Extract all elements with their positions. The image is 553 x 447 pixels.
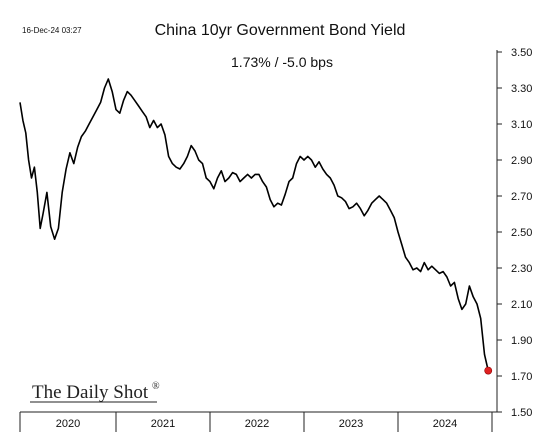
x-tick-label: 2021 bbox=[151, 418, 175, 430]
x-tick-label: 2024 bbox=[433, 418, 457, 430]
y-tick-label: 2.30 bbox=[511, 263, 532, 275]
watermark-text: The Daily Shot bbox=[32, 382, 149, 403]
timestamp: 16-Dec-24 03:27 bbox=[22, 26, 82, 35]
y-tick-label: 2.10 bbox=[511, 299, 532, 311]
watermark-registered-mark: ® bbox=[152, 381, 160, 392]
x-axis: 2020 2021 2022 2023 2024 bbox=[19, 411, 497, 432]
y-axis: 3.50 3.30 3.10 2.90 2.70 2.50 2.30 2.10 1.90 1.70… bbox=[496, 47, 532, 419]
y-tick-label: 3.30 bbox=[511, 83, 532, 95]
y-tick-label: 1.90 bbox=[511, 335, 532, 347]
y-tick-label: 2.90 bbox=[511, 155, 532, 167]
last-point-marker bbox=[484, 366, 493, 375]
x-tick-label: 2020 bbox=[56, 418, 80, 430]
y-tick-label: 2.70 bbox=[511, 191, 532, 203]
y-tick-label: 3.10 bbox=[511, 119, 532, 131]
chart-subtitle: 1.73% / -5.0 bps bbox=[231, 54, 333, 70]
x-tick-label: 2023 bbox=[339, 418, 363, 430]
watermark: The Daily Shot ® bbox=[30, 381, 160, 403]
x-tick-label: 2022 bbox=[245, 418, 269, 430]
y-tick-label: 1.70 bbox=[511, 371, 532, 383]
y-tick-label: 3.50 bbox=[511, 47, 532, 59]
series-line bbox=[19, 78, 489, 371]
chart-title: China 10yr Government Bond Yield bbox=[155, 22, 406, 39]
y-tick-label: 1.50 bbox=[511, 407, 532, 419]
plot-area bbox=[19, 78, 493, 375]
y-tick-label: 2.50 bbox=[511, 227, 532, 239]
